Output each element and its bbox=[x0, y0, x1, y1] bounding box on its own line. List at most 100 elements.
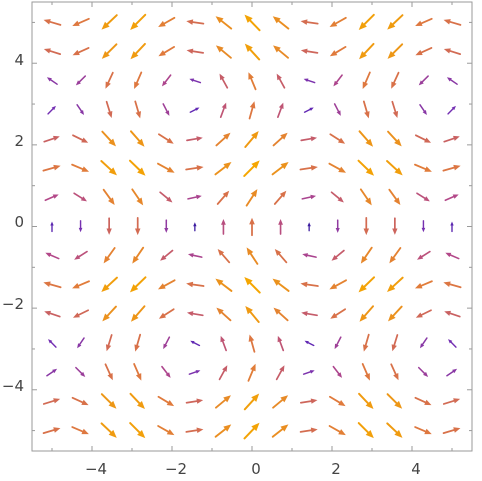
vector-arrow bbox=[164, 219, 169, 233]
vector-arrow bbox=[158, 46, 176, 57]
vector-arrow bbox=[414, 134, 432, 143]
vector-arrow bbox=[103, 247, 116, 264]
vector-arrow bbox=[362, 100, 370, 119]
vector-arrow bbox=[277, 102, 284, 118]
vector-arrow bbox=[363, 333, 370, 352]
vector-arrow bbox=[215, 278, 233, 292]
vector-arrow bbox=[73, 192, 87, 202]
vector-arrow bbox=[72, 47, 90, 56]
vector-arrow bbox=[221, 218, 226, 235]
vector-arrow bbox=[444, 194, 459, 202]
vector-arrow bbox=[220, 335, 227, 352]
vector-arrow bbox=[72, 309, 90, 318]
vector-arrow bbox=[129, 422, 146, 439]
vector-arrow bbox=[302, 253, 317, 258]
vector-arrow bbox=[301, 311, 318, 317]
vector-arrow bbox=[219, 73, 229, 89]
vector-arrow bbox=[419, 337, 428, 349]
vector-arrow bbox=[248, 334, 256, 353]
x-tick-label: −2 bbox=[165, 460, 187, 478]
vector-arrow bbox=[271, 162, 289, 176]
vector-arrow bbox=[247, 363, 256, 382]
vector-arrow bbox=[276, 73, 286, 89]
vector-arrow bbox=[129, 130, 145, 147]
vector-arrow bbox=[187, 253, 203, 258]
vector-arrow bbox=[328, 162, 347, 173]
vector-arrow bbox=[217, 249, 231, 264]
vector-arrow bbox=[363, 217, 370, 236]
vector-arrow bbox=[215, 45, 232, 59]
vector-arrow bbox=[418, 75, 429, 86]
vector-arrow bbox=[333, 103, 341, 116]
vector-arrow bbox=[243, 393, 260, 411]
vector-arrow bbox=[358, 392, 374, 410]
vector-arrow bbox=[101, 276, 118, 292]
vector-arrow bbox=[272, 132, 288, 147]
vector-arrow bbox=[359, 305, 375, 322]
vector-arrow bbox=[362, 71, 371, 90]
vector-arrow bbox=[329, 279, 347, 290]
vector-arrow bbox=[390, 363, 399, 381]
vector-arrow bbox=[414, 426, 432, 435]
vector-arrow bbox=[44, 194, 59, 202]
vector-arrow bbox=[134, 217, 141, 236]
vector-arrow bbox=[186, 281, 205, 288]
vector-arrow bbox=[300, 136, 318, 142]
vector-arrow bbox=[358, 130, 374, 147]
vector-arrow bbox=[214, 424, 232, 438]
vector-arrow bbox=[303, 78, 316, 84]
vector-arrow bbox=[442, 398, 461, 405]
vector-arrow bbox=[129, 276, 147, 293]
vector-arrow bbox=[329, 16, 347, 27]
vector-arrow bbox=[189, 107, 200, 113]
y-tick-label: −2 bbox=[2, 295, 24, 313]
vector-arrow bbox=[157, 425, 175, 436]
vector-arrow bbox=[160, 249, 174, 261]
vector-arrow bbox=[161, 365, 171, 378]
vector-arrow bbox=[388, 305, 403, 322]
vector-arrow bbox=[185, 165, 204, 171]
vector-arrow bbox=[272, 16, 290, 30]
vector-arrow bbox=[304, 340, 315, 347]
vector-arrow bbox=[186, 136, 203, 142]
vector-arrow bbox=[218, 365, 228, 381]
vector-arrow bbox=[414, 396, 432, 406]
vector-arrow bbox=[273, 190, 287, 205]
vector-arrow bbox=[105, 71, 114, 89]
vector-arrow bbox=[214, 162, 232, 176]
vector-arrow bbox=[388, 188, 401, 205]
vector-arrow bbox=[361, 363, 370, 381]
vector-arrow bbox=[330, 308, 347, 319]
vector-arrow bbox=[302, 370, 315, 375]
vector-arrow bbox=[274, 249, 288, 264]
vector-arrow bbox=[100, 393, 117, 409]
vector-arrow bbox=[421, 220, 426, 233]
vector-arrow bbox=[71, 163, 90, 172]
vector-arrow bbox=[43, 48, 62, 55]
vector-arrow bbox=[102, 188, 115, 205]
vector-arrow bbox=[106, 217, 112, 235]
vector-arrow bbox=[72, 134, 89, 143]
vector-arrow bbox=[245, 305, 260, 323]
vector-arrow bbox=[387, 43, 404, 59]
x-tick-label: −4 bbox=[85, 460, 107, 478]
y-tick-label: 4 bbox=[14, 51, 24, 69]
vector-arrow bbox=[389, 247, 402, 264]
vector-arrow bbox=[246, 247, 259, 265]
vector-arrow bbox=[187, 194, 202, 200]
vector-arrow bbox=[331, 249, 345, 261]
vector-arrow bbox=[190, 340, 201, 347]
vector-arrow bbox=[417, 366, 429, 377]
vector-arrow bbox=[75, 75, 87, 86]
y-tick-label: −4 bbox=[2, 377, 24, 395]
vector-arrow bbox=[132, 246, 145, 264]
vector-arrow bbox=[158, 16, 176, 27]
vector-arrow bbox=[215, 132, 231, 147]
vector-arrow bbox=[133, 363, 142, 381]
vector-arrow bbox=[243, 160, 260, 177]
vector-arrow bbox=[46, 77, 58, 85]
vector-arrow bbox=[74, 250, 88, 260]
vector-arrow bbox=[163, 336, 171, 350]
vector-arrow bbox=[299, 165, 318, 171]
vector-arrow bbox=[333, 74, 343, 87]
